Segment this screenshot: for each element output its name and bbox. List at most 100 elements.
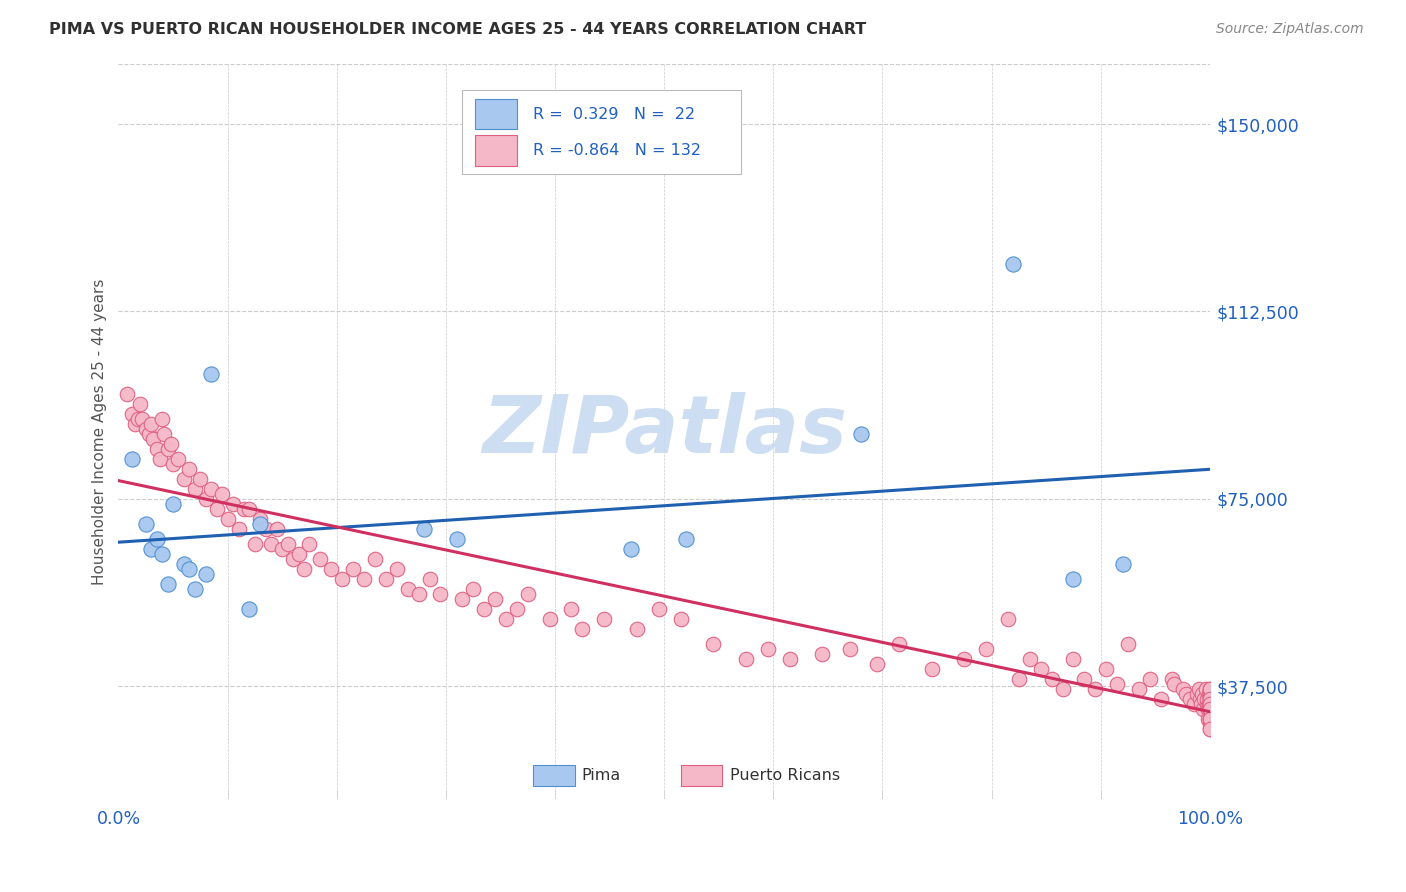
Text: Source: ZipAtlas.com: Source: ZipAtlas.com [1216, 22, 1364, 37]
Point [145, 532, 167, 546]
Point [560, 602, 582, 616]
Point [364, 552, 387, 566]
Point [121, 452, 143, 467]
Point [866, 657, 889, 671]
Point [1052, 681, 1074, 696]
Point [593, 612, 616, 626]
Point [353, 572, 375, 586]
Text: R =  0.329   N =  22: R = 0.329 N = 22 [533, 106, 696, 121]
Point [1199, 712, 1222, 726]
Point [675, 532, 697, 546]
Point [131, 412, 153, 426]
Point [200, 367, 222, 381]
Point [1199, 702, 1222, 716]
Point [1195, 691, 1218, 706]
Point [1150, 691, 1173, 706]
Point [396, 582, 419, 596]
Point [1189, 691, 1212, 706]
Point [149, 452, 172, 467]
Point [1199, 716, 1222, 731]
Point [194, 491, 217, 506]
Point [1063, 572, 1085, 586]
Point [260, 537, 283, 551]
Point [254, 522, 277, 536]
Point [145, 442, 167, 456]
Point [292, 562, 315, 576]
Point [1198, 687, 1220, 701]
Point [887, 637, 910, 651]
Point [200, 482, 222, 496]
Text: ZIPatlas: ZIPatlas [482, 392, 846, 470]
Text: Puerto Ricans: Puerto Ricans [730, 768, 839, 783]
Point [222, 497, 245, 511]
Point [1188, 681, 1211, 696]
Point [1171, 681, 1194, 696]
Point [1199, 691, 1222, 706]
Point [138, 426, 160, 441]
Point [238, 502, 260, 516]
Point [135, 422, 157, 436]
Point [184, 582, 207, 596]
FancyBboxPatch shape [681, 765, 723, 786]
Point [1128, 681, 1150, 696]
Point [277, 537, 299, 551]
Point [1084, 681, 1107, 696]
Point [484, 591, 506, 606]
Point [179, 462, 201, 476]
Point [472, 602, 495, 616]
Point [205, 502, 228, 516]
Point [463, 582, 485, 596]
Point [321, 562, 343, 576]
Point [342, 562, 364, 576]
Point [179, 562, 201, 576]
Point [1192, 702, 1215, 716]
Point [1107, 677, 1129, 691]
Point [162, 497, 184, 511]
Point [1185, 687, 1208, 701]
Point [1194, 681, 1216, 696]
Point [1063, 652, 1085, 666]
Point [1191, 687, 1213, 701]
Point [997, 612, 1019, 626]
Point [271, 541, 294, 556]
Point [160, 437, 183, 451]
Point [150, 547, 173, 561]
Point [1199, 702, 1222, 716]
Point [124, 417, 146, 431]
Point [506, 602, 529, 616]
Point [309, 552, 332, 566]
Point [516, 587, 538, 601]
Point [1163, 677, 1185, 691]
Point [1197, 712, 1219, 726]
Point [162, 457, 184, 471]
Point [249, 512, 271, 526]
Point [184, 482, 207, 496]
Point [238, 602, 260, 616]
Point [1199, 697, 1222, 711]
FancyBboxPatch shape [463, 90, 741, 174]
Point [173, 557, 195, 571]
Point [413, 522, 436, 536]
Point [1040, 672, 1063, 686]
Point [1018, 652, 1040, 666]
Point [243, 537, 266, 551]
Point [446, 532, 468, 546]
Point [153, 426, 176, 441]
Point [142, 432, 165, 446]
Point [1199, 681, 1222, 696]
Point [298, 537, 321, 551]
Point [194, 566, 217, 581]
Point [173, 472, 195, 486]
Point [974, 641, 997, 656]
Point [1111, 557, 1133, 571]
Point [121, 407, 143, 421]
Point [115, 387, 138, 401]
Text: PIMA VS PUERTO RICAN HOUSEHOLDER INCOME AGES 25 - 44 YEARS CORRELATION CHART: PIMA VS PUERTO RICAN HOUSEHOLDER INCOME … [49, 22, 866, 37]
Point [626, 622, 648, 636]
FancyBboxPatch shape [475, 136, 517, 166]
Point [921, 662, 943, 676]
Point [1008, 672, 1031, 686]
Point [1073, 672, 1095, 686]
Text: R = -0.864   N = 132: R = -0.864 N = 132 [533, 144, 702, 158]
Point [648, 602, 671, 616]
